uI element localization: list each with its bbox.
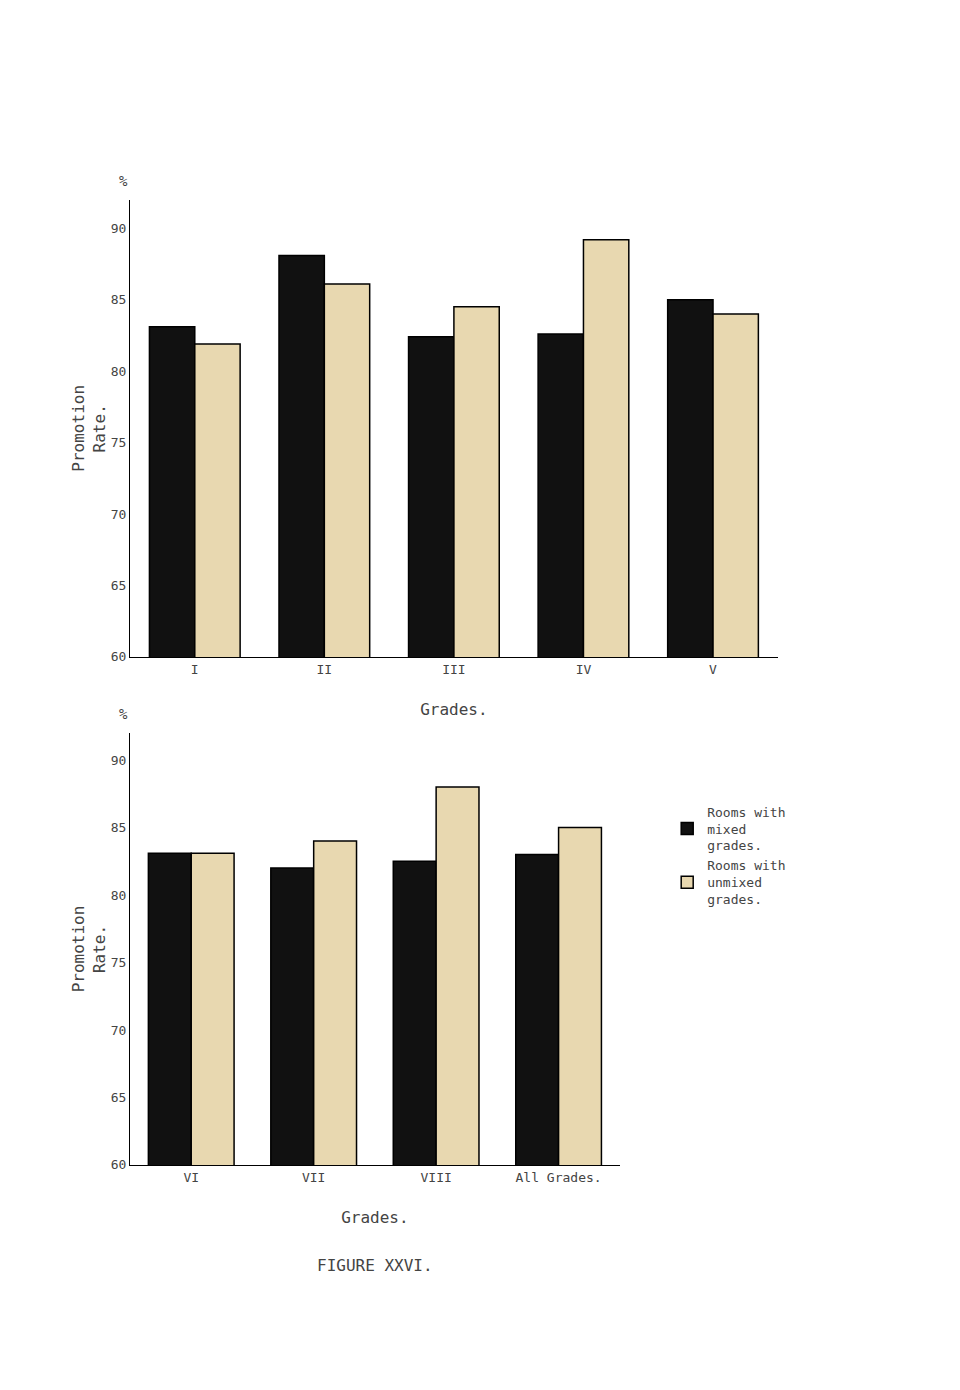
svg-text:90: 90 [111, 753, 127, 768]
svg-text:60: 60 [111, 1157, 127, 1172]
svg-text:65: 65 [111, 1090, 127, 1105]
svg-text:Grades.: Grades. [420, 700, 487, 719]
svg-text:90: 90 [111, 221, 127, 236]
svg-text:%: % [119, 706, 128, 722]
svg-text:65: 65 [111, 578, 127, 593]
svg-text:All Grades.: All Grades. [516, 1170, 602, 1185]
svg-text:75: 75 [111, 435, 127, 450]
svg-text:Rooms withunmixedgrades.: Rooms withunmixedgrades. [707, 858, 785, 907]
svg-text:Rooms withmixedgrades.: Rooms withmixedgrades. [707, 805, 785, 854]
svg-text:V: V [709, 662, 717, 677]
svg-text:75: 75 [111, 955, 127, 970]
svg-text:%: % [119, 173, 128, 189]
svg-text:Grades.: Grades. [341, 1208, 408, 1227]
svg-text:PromotionRate.: PromotionRate. [69, 906, 109, 993]
svg-text:VII: VII [302, 1170, 325, 1185]
svg-text:60: 60 [111, 649, 127, 664]
svg-text:III: III [442, 662, 465, 677]
svg-text:II: II [317, 662, 333, 677]
svg-text:80: 80 [111, 888, 127, 903]
svg-text:FIGURE XXVI.: FIGURE XXVI. [317, 1256, 433, 1275]
svg-text:85: 85 [111, 820, 127, 835]
svg-text:80: 80 [111, 364, 127, 379]
svg-text:VI: VI [183, 1170, 199, 1185]
svg-text:I: I [191, 662, 199, 677]
svg-text:85: 85 [111, 292, 127, 307]
svg-text:IV: IV [576, 662, 592, 677]
svg-text:PromotionRate.: PromotionRate. [69, 385, 109, 472]
svg-text:70: 70 [111, 1023, 127, 1038]
svg-text:VIII: VIII [420, 1170, 451, 1185]
svg-text:70: 70 [111, 507, 127, 522]
